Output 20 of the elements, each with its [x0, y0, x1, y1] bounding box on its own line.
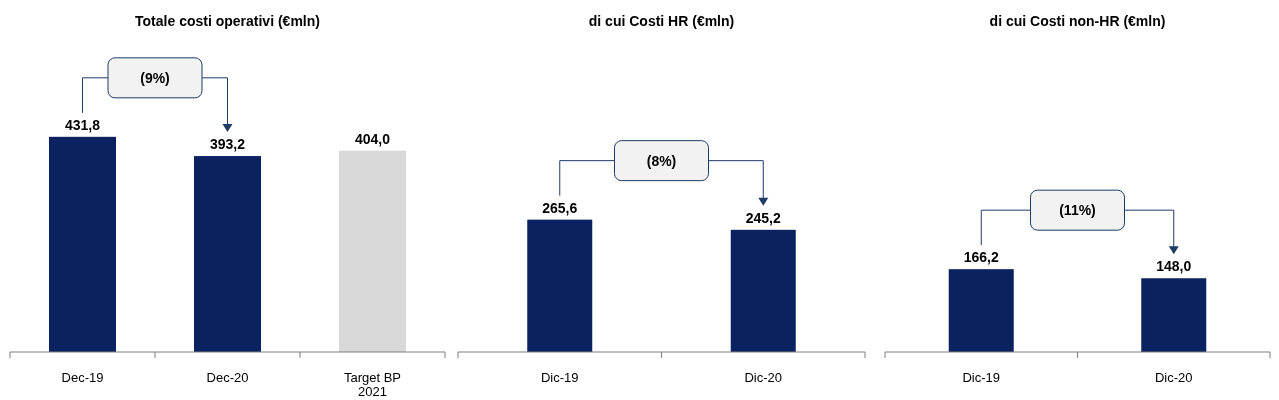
- text: (9%): [140, 69, 170, 86]
- x-tick-label: Target BP 2021: [343, 370, 402, 399]
- x-tick-label: Dic-19: [540, 370, 579, 385]
- x-tick-label: Dic-20: [744, 370, 783, 385]
- data-label: 148,0: [1156, 258, 1192, 275]
- text: (11%): [1059, 202, 1096, 219]
- chart-title: di cui Costi HR (€mln): [588, 13, 735, 29]
- text: (8%): [646, 152, 677, 169]
- data-label: 404,0: [354, 130, 391, 147]
- x-tick-label: Dec-20: [206, 370, 249, 385]
- x-tick-label: Dic-19: [962, 370, 1001, 385]
- data-label: 245,2: [745, 209, 781, 226]
- chart-title: di cui Costi non-HR (€mln): [989, 13, 1166, 29]
- data-label: 431,8: [64, 116, 101, 133]
- data-label: 393,2: [209, 136, 246, 153]
- x-tick-label: Dic-20: [1154, 370, 1193, 385]
- data-label: 166,2: [963, 249, 999, 266]
- chart-title: Totale costi operativi (€mln): [135, 13, 320, 29]
- data-label: 265,6: [542, 199, 578, 216]
- x-tick-label: Dec-19: [61, 370, 104, 385]
